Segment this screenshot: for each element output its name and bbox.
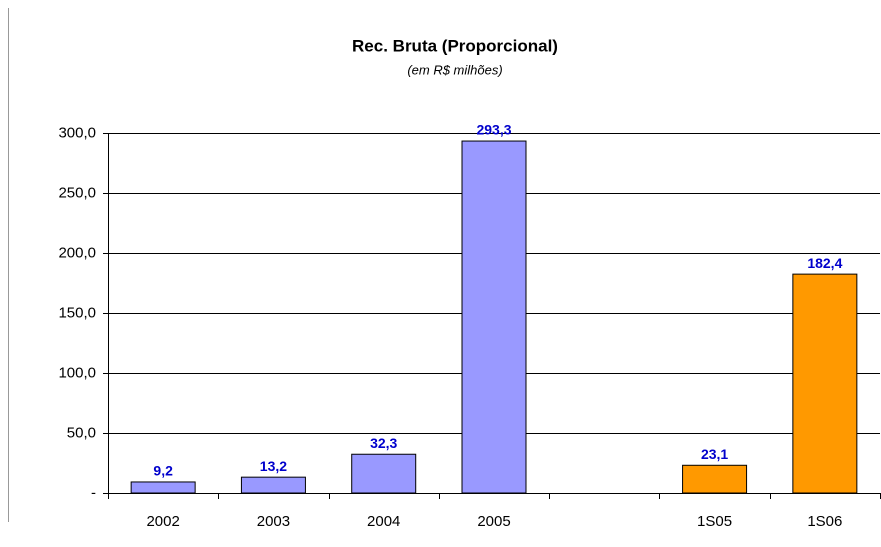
y-tick-label: 250,0 xyxy=(58,184,96,201)
bar xyxy=(130,481,196,494)
bar xyxy=(682,464,748,494)
x-tick-label: 2002 xyxy=(146,513,179,530)
x-tick-label: 1S05 xyxy=(697,513,732,530)
bar xyxy=(351,453,417,494)
chart-title: Rec. Bruta (Proporcional) xyxy=(352,36,558,55)
y-tick-label: 50,0 xyxy=(67,424,96,441)
chart-subtitle: (em R$ milhões) xyxy=(407,62,502,77)
x-tick-label: 2004 xyxy=(367,513,400,530)
y-tick-label: - xyxy=(91,484,96,501)
x-tick-label: 1S06 xyxy=(807,513,842,530)
y-tick-label: 300,0 xyxy=(58,124,96,141)
value-label: 9,2 xyxy=(153,463,173,479)
bar xyxy=(461,140,527,494)
y-tick-label: 200,0 xyxy=(58,244,96,261)
value-label: 293,3 xyxy=(476,122,511,138)
value-label: 13,2 xyxy=(260,458,287,474)
bar xyxy=(240,476,306,494)
x-tick-label: 2003 xyxy=(257,513,290,530)
value-label: 182,4 xyxy=(807,255,842,271)
y-tick-label: 100,0 xyxy=(58,364,96,381)
x-tick-label: 2005 xyxy=(477,513,510,530)
value-label: 32,3 xyxy=(370,435,397,451)
bar xyxy=(792,273,858,494)
y-tick-label: 150,0 xyxy=(58,304,96,321)
value-label: 23,1 xyxy=(701,446,728,462)
